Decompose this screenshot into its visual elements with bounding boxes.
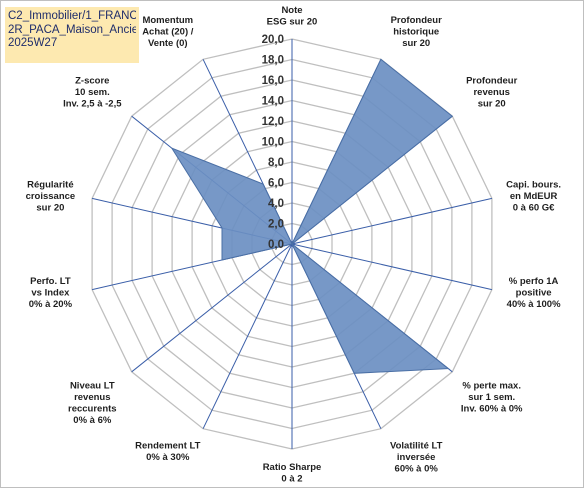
radial-tick-label: 6,0: [268, 178, 284, 190]
axis-label: Z-score 10 sem. Inv. 2,5 à -2,5: [63, 75, 122, 109]
axis-label: Profondeur historique sur 20: [391, 15, 442, 49]
radial-tick-label: 2,0: [268, 219, 284, 231]
axis-label-line: Capi. bours.: [506, 180, 561, 191]
axis-label-line: 60% à 0%: [395, 464, 439, 475]
radial-tick-label: 20,0: [262, 34, 284, 46]
axis-label-line: historique: [393, 27, 439, 38]
axis-label-line: Momentum: [142, 15, 193, 26]
axis-label-line: Vente (0): [148, 38, 188, 49]
axis-label-line: 0 à 2: [281, 474, 302, 485]
axis-label-line: 0% à 30%: [146, 452, 190, 463]
axis-label-line: 0% à 6%: [73, 415, 112, 426]
axis-label-line: Volatilité LT: [390, 441, 443, 452]
radial-tick-label: 12,0: [262, 116, 284, 128]
title-line-2: 2R_PACA_Maison_Ancien: [8, 23, 136, 36]
axis-spoke: [202, 243, 293, 429]
radial-tick-label: 10,0: [262, 137, 284, 149]
axis-label: Régularité croissance sur 20: [26, 180, 76, 214]
axis-label: Profondeur revenus sur 20: [466, 75, 517, 109]
axis-label-line: 0% à 20%: [29, 299, 73, 310]
axis-label: % perfo 1A positive 40% à 100%: [507, 276, 561, 310]
axis-label-line: ESG sur 20: [267, 17, 318, 28]
axis-label-line: Profondeur: [391, 15, 442, 26]
axis-label-line: croissance: [26, 191, 76, 202]
axis-label-line: Rendement LT: [135, 441, 200, 452]
axis-label-line: revenus: [74, 392, 110, 403]
radial-tick-label: 14,0: [262, 96, 284, 108]
axis-label-line: revenus: [473, 87, 509, 98]
axis-label-line: sur 20: [36, 203, 64, 214]
axis-label-line: % perfo 1A: [509, 276, 559, 287]
axis-label: Momentum Achat (20) / Vente (0): [142, 15, 194, 49]
axis-spoke: [131, 243, 293, 373]
axis-label-line: Inv. 2,5 à -2,5: [63, 98, 122, 109]
axis-label-line: Ratio Sharpe: [263, 462, 322, 473]
axis-label-line: Niveau LT: [70, 381, 115, 392]
radial-tick-label: 16,0: [262, 75, 284, 87]
radial-tick-label: 18,0: [262, 55, 284, 67]
axis-label: Rendement LT 0% à 30%: [135, 441, 200, 464]
axis-label-line: sur 1 sem.: [468, 392, 515, 403]
axis-spoke: [291, 197, 493, 245]
axis-label: Perfo. LT vs Index 0% à 20%: [29, 276, 73, 310]
axis-label: Niveau LT revenus reccurents 0% à 6%: [68, 381, 117, 427]
axis-label-line: Z-score: [75, 75, 109, 86]
axis-label-line: en MdEUR: [510, 191, 558, 202]
radial-tick-label: 4,0: [268, 198, 284, 210]
axis-label: Note ESG sur 20: [267, 5, 318, 28]
axis-label-line: % perte max.: [462, 381, 521, 392]
radial-tick-label: 8,0: [268, 157, 284, 169]
axis-label-line: Achat (20) /: [142, 27, 194, 38]
axis-label-line: Note: [281, 5, 302, 16]
axis-label-line: reccurents: [68, 404, 117, 415]
axis-label: Ratio Sharpe 0 à 2: [263, 462, 322, 485]
axis-label: Capi. bours. en MdEUR 0 à 60 G€: [506, 180, 561, 214]
axis-label-line: 40% à 100%: [507, 299, 561, 310]
axis-label-line: sur 20: [402, 38, 430, 49]
axis-label-line: Profondeur: [466, 75, 517, 86]
axis-label-line: Régularité: [27, 180, 73, 191]
axis-label-line: positive: [516, 288, 552, 299]
axis-label-line: vs Index: [31, 288, 70, 299]
axis-label-line: 0 à 60 G€: [513, 203, 555, 214]
radial-tick-label: 0,0: [268, 239, 284, 251]
title-line-3: 2025W27: [8, 37, 58, 49]
axis-spoke: [291, 243, 493, 291]
axis-label: % perte max. sur 1 sem. Inv. 60% à 0%: [461, 381, 523, 415]
data-series-area: [170, 58, 454, 374]
title-line-1: C2_Immobilier/1_FRANCE: [8, 10, 136, 22]
axis-label-line: Inv. 60% à 0%: [461, 404, 523, 415]
axis-label-line: Perfo. LT: [30, 276, 71, 287]
axis-label-line: 10 sem.: [75, 87, 110, 98]
chart-title-box: C2_Immobilier/1_FRANCE 2R_PACA_Maison_An…: [5, 7, 139, 63]
axis-label-line: sur 20: [478, 98, 506, 109]
axis-label-line: inversée: [397, 452, 436, 463]
axis-label: Volatilité LT inversée 60% à 0%: [390, 441, 443, 475]
